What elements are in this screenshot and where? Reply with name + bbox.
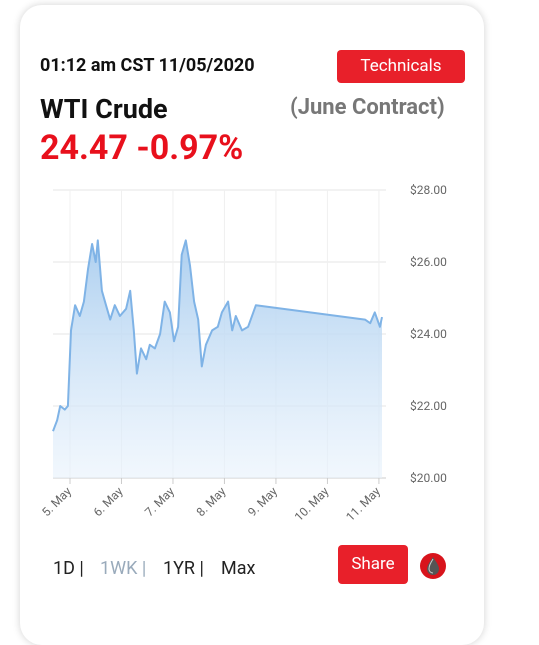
x-tick-label: 5. May: [39, 484, 74, 519]
timestamp: 01:12 am CST 11/05/2020: [40, 55, 255, 76]
share-button[interactable]: Share: [338, 545, 408, 584]
x-tick-label: 6. May: [91, 484, 126, 519]
range-1wk[interactable]: 1WK |: [100, 558, 146, 579]
area-fill: [53, 240, 382, 478]
price-line: [52, 239, 383, 432]
y-tick-label: $26.00: [410, 255, 447, 269]
range-label[interactable]: Max: [221, 558, 256, 579]
x-tick-label: 9. May: [245, 484, 280, 519]
y-tick-label: $20.00: [410, 471, 447, 485]
range-label[interactable]: 1D: [53, 558, 75, 579]
separator: |: [141, 558, 147, 579]
range-label[interactable]: 1WK: [100, 558, 138, 579]
chart: $20.00 $22.00 $24.00 $26.00 $28.00 5. May 6. M…: [39, 183, 447, 524]
x-tick-label: 11. May: [343, 484, 383, 524]
range-max[interactable]: Max: [221, 558, 255, 579]
change: -0.97%: [136, 128, 244, 168]
y-tick-label: $22.00: [410, 399, 447, 413]
separator: |: [199, 558, 204, 579]
page: {"header": {"timestamp": "01:12 am CST 1…: [39, 50, 465, 584]
separator: |: [79, 558, 84, 579]
y-tick-label: $24.00: [410, 327, 447, 341]
x-tick-label: 10. May: [292, 484, 332, 524]
contract: (June Contract): [290, 95, 445, 120]
technicals-button[interactable]: Technicals: [337, 50, 465, 83]
range-1d[interactable]: 1D |: [53, 558, 84, 579]
price: 24.47: [40, 128, 128, 168]
instrument-name: WTI Crude: [40, 93, 168, 125]
y-tick-label: $28.00: [410, 183, 447, 197]
x-tick-label: 7. May: [142, 484, 177, 519]
oil-icon[interactable]: [419, 552, 447, 580]
x-tick-label: 8. May: [194, 484, 229, 519]
price-line: 24.47 -0.97%: [40, 128, 243, 168]
range-label[interactable]: 1YR: [163, 558, 196, 579]
range-1yr[interactable]: 1YR |: [163, 558, 204, 579]
